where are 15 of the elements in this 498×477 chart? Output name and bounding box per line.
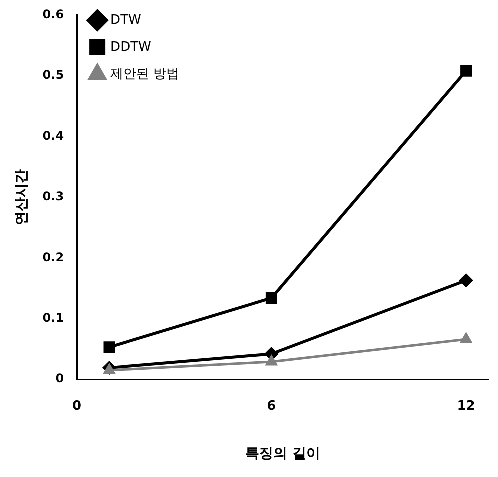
y-tick-label: 0.2	[42, 250, 64, 264]
y-tick-label: 0.4	[42, 128, 64, 143]
legend-label: 제안된 방법	[110, 66, 180, 82]
x-tick-label: 0	[72, 398, 82, 414]
y-tick-label: 0.6	[42, 7, 64, 22]
x-tick-label: 6	[267, 398, 276, 414]
y-axis-title: 연산시간	[14, 169, 30, 226]
x-axis-title: 특징의 길이	[246, 446, 320, 462]
legend-label: DDTW	[110, 40, 152, 55]
y-tick-label: 0.3	[42, 190, 64, 204]
x-tick-label: 12	[457, 398, 476, 414]
y-tick-label: 0.5	[42, 68, 64, 82]
y-tick-label: 0	[56, 372, 64, 386]
legend-label: DTW	[110, 12, 142, 28]
y-tick-label: 0.1	[42, 310, 64, 325]
